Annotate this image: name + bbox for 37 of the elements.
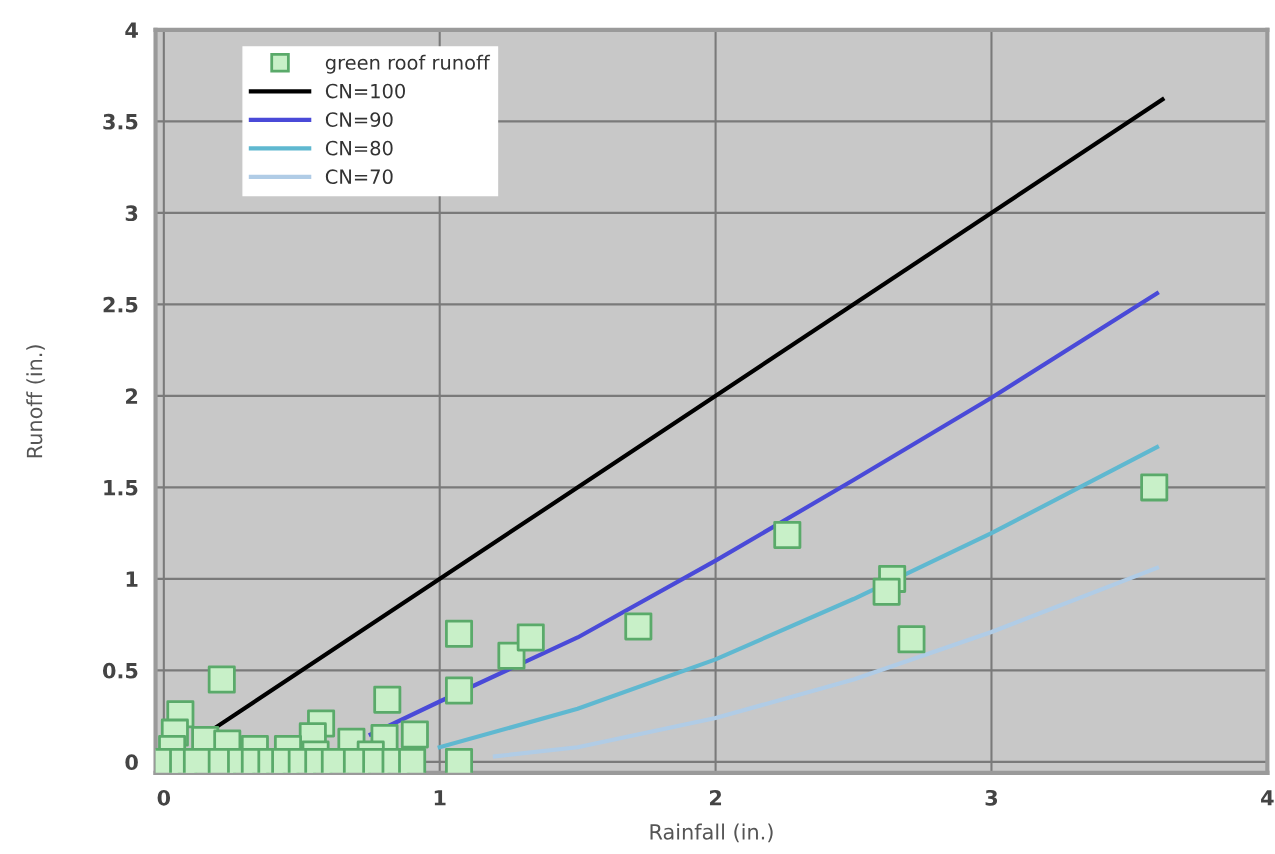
x-tick-label: 0: [157, 789, 171, 806]
y-axis-title: Runoff (in.): [26, 345, 45, 458]
point: [445, 676, 474, 705]
point: [897, 625, 926, 654]
legend-label: CN=90: [325, 112, 393, 127]
y-tick-label: 3.5: [103, 113, 138, 130]
point: [445, 619, 474, 648]
point: [773, 520, 802, 549]
legend-label: CN=70: [325, 169, 393, 185]
x-tick-label: 2: [709, 789, 722, 806]
point: [1140, 473, 1169, 502]
point: [516, 623, 545, 652]
y-tick-label: 4: [125, 22, 138, 38]
point: [497, 641, 526, 670]
legend-label: CN=80: [325, 140, 393, 156]
y-tick-label: 3: [125, 205, 138, 222]
line-series: [437, 445, 1160, 750]
y-tick-label: 0.5: [102, 662, 138, 679]
point: [373, 685, 402, 714]
y-tick-label: 1.5: [104, 480, 138, 496]
point: [872, 577, 901, 606]
point: [624, 612, 653, 641]
point: [400, 720, 429, 749]
y-tick-label: 2.5: [103, 296, 138, 313]
y-tick-label: 2: [126, 388, 138, 404]
point: [398, 747, 427, 773]
point: [207, 665, 236, 694]
point: [445, 747, 474, 773]
line-series: [492, 565, 1160, 759]
x-tick-label: 3: [985, 789, 998, 806]
x-tick-label: 4: [1261, 790, 1274, 806]
x-tick-label: 1: [434, 790, 446, 806]
y-tick-label: 0: [125, 754, 138, 771]
y-tick-label: 1: [126, 571, 138, 587]
legend-label: green roof runoff: [325, 54, 491, 74]
x-axis-title: Rainfall (in.): [650, 823, 773, 843]
legend-label: CN=100: [325, 83, 405, 99]
